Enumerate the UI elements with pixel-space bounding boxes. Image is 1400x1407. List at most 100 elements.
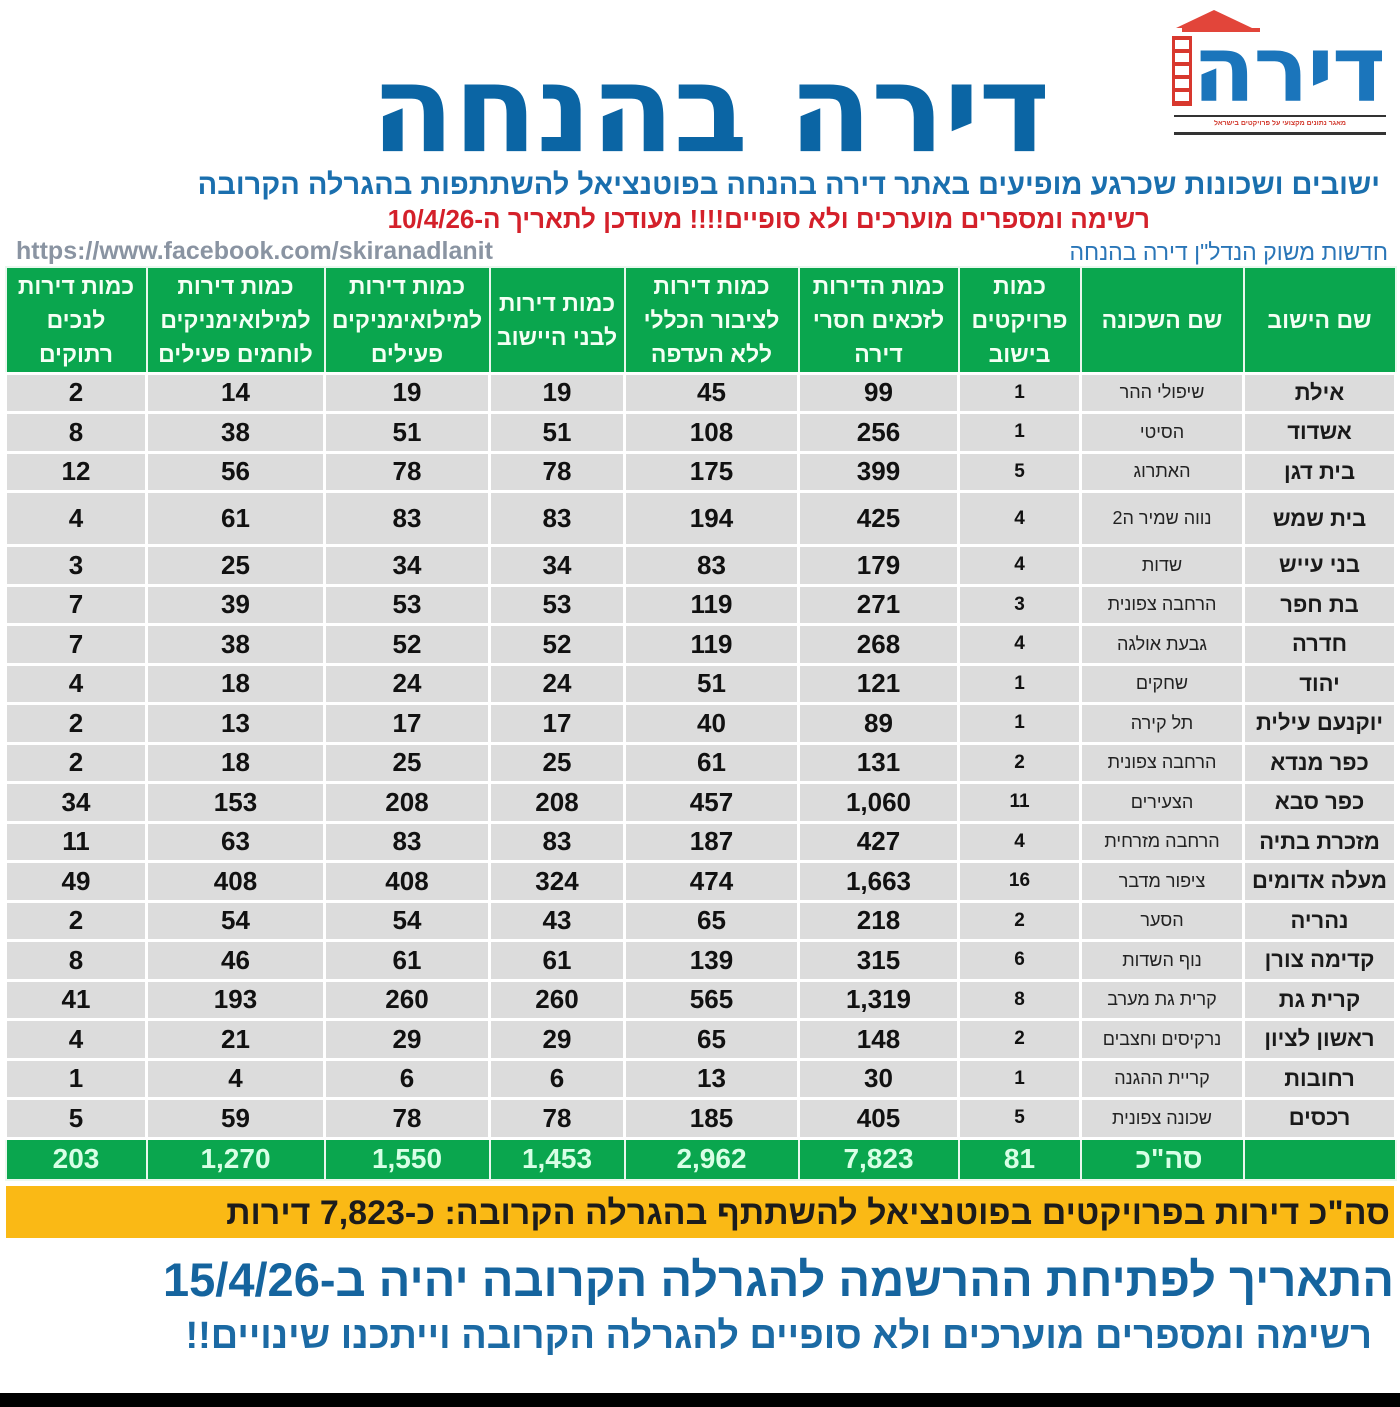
table-row: בית דגן האתרוג 5 399 175 78 78 56 12 bbox=[4, 450, 1397, 493]
table-row: בית שמש נווה שמיר ה2 4 425 194 83 83 61 … bbox=[4, 490, 1397, 547]
cell-neighborhood: שדות bbox=[1079, 544, 1245, 587]
cell-eligible: 131 bbox=[797, 741, 960, 784]
cell-fighters: 61 bbox=[145, 490, 326, 547]
cell-residents: 25 bbox=[488, 741, 626, 784]
cell-neighborhood: תל קירה bbox=[1079, 702, 1245, 745]
cell-reservists: 78 bbox=[323, 450, 491, 493]
col-header-eligible: כמות הדירות לזכאים חסרי דירה bbox=[797, 266, 960, 374]
cell-residents: 34 bbox=[488, 544, 626, 587]
logo-wordmark: דירה bbox=[1192, 16, 1386, 123]
cell-reservists: 6 bbox=[323, 1057, 491, 1100]
col-header-city: שם הישוב bbox=[1242, 266, 1397, 374]
cell-eligible: 399 bbox=[797, 450, 960, 493]
table-row: כפר מנדא הרחבה צפונית 2 131 61 25 25 18 … bbox=[4, 741, 1397, 784]
cell-reservists: 52 bbox=[323, 623, 491, 666]
cell-disabled: 5 bbox=[4, 1097, 148, 1140]
cell-disabled: 2 bbox=[4, 702, 148, 745]
col-header-fighters: כמות דירות למילואימניקים לוחמים פעילים bbox=[145, 266, 326, 374]
cell-city: כפר מנדא bbox=[1242, 741, 1397, 784]
cell-city: בני עייש bbox=[1242, 544, 1397, 587]
cell-fighters: 18 bbox=[145, 662, 326, 705]
cell-projects: 5 bbox=[957, 450, 1082, 493]
cell-residents: 324 bbox=[488, 860, 626, 903]
cell-reservists: 208 bbox=[323, 781, 491, 824]
col-header-reservists: כמות דירות למילואימניקים פעילים bbox=[323, 266, 491, 374]
cell-city: כפר סבא bbox=[1242, 781, 1397, 824]
logo-side-strip bbox=[1172, 36, 1192, 106]
cell-disabled: 7 bbox=[4, 623, 148, 666]
cell-residents: 29 bbox=[488, 1018, 626, 1061]
cell-projects: 1 bbox=[957, 702, 1082, 745]
cell-city: נהריה bbox=[1242, 899, 1397, 942]
cell-eligible: 179 bbox=[797, 544, 960, 587]
cell-neighborhood: הסיטי bbox=[1079, 411, 1245, 454]
cell-city: יהוד bbox=[1242, 662, 1397, 705]
cell-fighters: 38 bbox=[145, 411, 326, 454]
cell-neighborhood: הסער bbox=[1079, 899, 1245, 942]
facebook-link[interactable]: https://www.facebook.com/skiranadlanit bbox=[16, 237, 493, 265]
cell-reservists: 51 bbox=[323, 411, 491, 454]
cell-fighters: 25 bbox=[145, 544, 326, 587]
total-projects: 81 bbox=[957, 1137, 1082, 1181]
cell-public: 65 bbox=[623, 899, 800, 942]
cell-eligible: 30 bbox=[797, 1057, 960, 1100]
cell-city: רחובות bbox=[1242, 1057, 1397, 1100]
brand-logo: דירה מאגר נתונים מקצועי על פרויקטים בישר… bbox=[1168, 8, 1390, 136]
cell-projects: 2 bbox=[957, 741, 1082, 784]
cell-projects: 4 bbox=[957, 623, 1082, 666]
cell-public: 108 bbox=[623, 411, 800, 454]
cell-projects: 16 bbox=[957, 860, 1082, 903]
page-subtitle: ישובים ושכונות שכרגע מופיעים באתר דירה ב… bbox=[197, 169, 1380, 201]
total-eligible: 7,823 bbox=[797, 1137, 960, 1181]
cell-neighborhood: הרחבה צפונית bbox=[1079, 583, 1245, 626]
cell-disabled: 49 bbox=[4, 860, 148, 903]
cell-eligible: 121 bbox=[797, 662, 960, 705]
cell-projects: 11 bbox=[957, 781, 1082, 824]
update-notice: רשימה ומספרים מוערכים ולא סופיים!!!! מעו… bbox=[387, 204, 1150, 234]
cell-public: 474 bbox=[623, 860, 800, 903]
cell-projects: 1 bbox=[957, 411, 1082, 454]
cell-eligible: 425 bbox=[797, 490, 960, 547]
cell-fighters: 21 bbox=[145, 1018, 326, 1061]
cell-public: 194 bbox=[623, 490, 800, 547]
cell-residents: 43 bbox=[488, 899, 626, 942]
cell-public: 185 bbox=[623, 1097, 800, 1140]
cell-disabled: 4 bbox=[4, 662, 148, 705]
cell-fighters: 14 bbox=[145, 371, 326, 414]
cell-public: 13 bbox=[623, 1057, 800, 1100]
table-row: בני עייש שדות 4 179 83 34 34 25 3 bbox=[4, 544, 1397, 587]
table-row: אילת שיפולי ההר 1 99 45 19 19 14 2 bbox=[4, 371, 1397, 414]
cell-public: 565 bbox=[623, 978, 800, 1021]
table-row: רחובות קריית ההגנה 1 30 13 6 6 4 1 bbox=[4, 1057, 1397, 1100]
table-row: נהריה הסער 2 218 65 43 54 54 2 bbox=[4, 899, 1397, 942]
cell-public: 119 bbox=[623, 623, 800, 666]
cell-neighborhood: נוף השדות bbox=[1079, 939, 1245, 982]
cell-reservists: 19 bbox=[323, 371, 491, 414]
cell-city: יוקנעם עילית bbox=[1242, 702, 1397, 745]
table-row: ראשון לציון נרקיסים וחצבים 2 148 65 29 2… bbox=[4, 1018, 1397, 1061]
cell-public: 175 bbox=[623, 450, 800, 493]
cell-neighborhood: נרקיסים וחצבים bbox=[1079, 1018, 1245, 1061]
cell-fighters: 63 bbox=[145, 820, 326, 863]
summary-banner: סה"כ דירות בפרויקטים בפוטנציאל להשתתף בה… bbox=[6, 1186, 1394, 1238]
cell-fighters: 39 bbox=[145, 583, 326, 626]
news-label: חדשות משוק הנדל"ן דירה בהנחה bbox=[1069, 239, 1388, 265]
cell-disabled: 1 bbox=[4, 1057, 148, 1100]
total-reservists: 1,550 bbox=[323, 1137, 491, 1181]
cell-eligible: 218 bbox=[797, 899, 960, 942]
meta-row: https://www.facebook.com/skiranadlanit ח… bbox=[0, 236, 1400, 266]
cell-neighborhood: גבעת אולגה bbox=[1079, 623, 1245, 666]
cell-reservists: 24 bbox=[323, 662, 491, 705]
total-label: סה"כ bbox=[1079, 1137, 1245, 1181]
cell-city: חדרה bbox=[1242, 623, 1397, 666]
cell-neighborhood: שחקים bbox=[1079, 662, 1245, 705]
cell-eligible: 99 bbox=[797, 371, 960, 414]
total-label-cell bbox=[1242, 1137, 1397, 1181]
logo-tagline: מאגר נתונים מקצועי על פרויקטים בישראל bbox=[1213, 120, 1346, 127]
cell-disabled: 4 bbox=[4, 490, 148, 547]
cell-reservists: 17 bbox=[323, 702, 491, 745]
cell-projects: 6 bbox=[957, 939, 1082, 982]
cell-disabled: 7 bbox=[4, 583, 148, 626]
cell-projects: 3 bbox=[957, 583, 1082, 626]
cell-reservists: 83 bbox=[323, 820, 491, 863]
